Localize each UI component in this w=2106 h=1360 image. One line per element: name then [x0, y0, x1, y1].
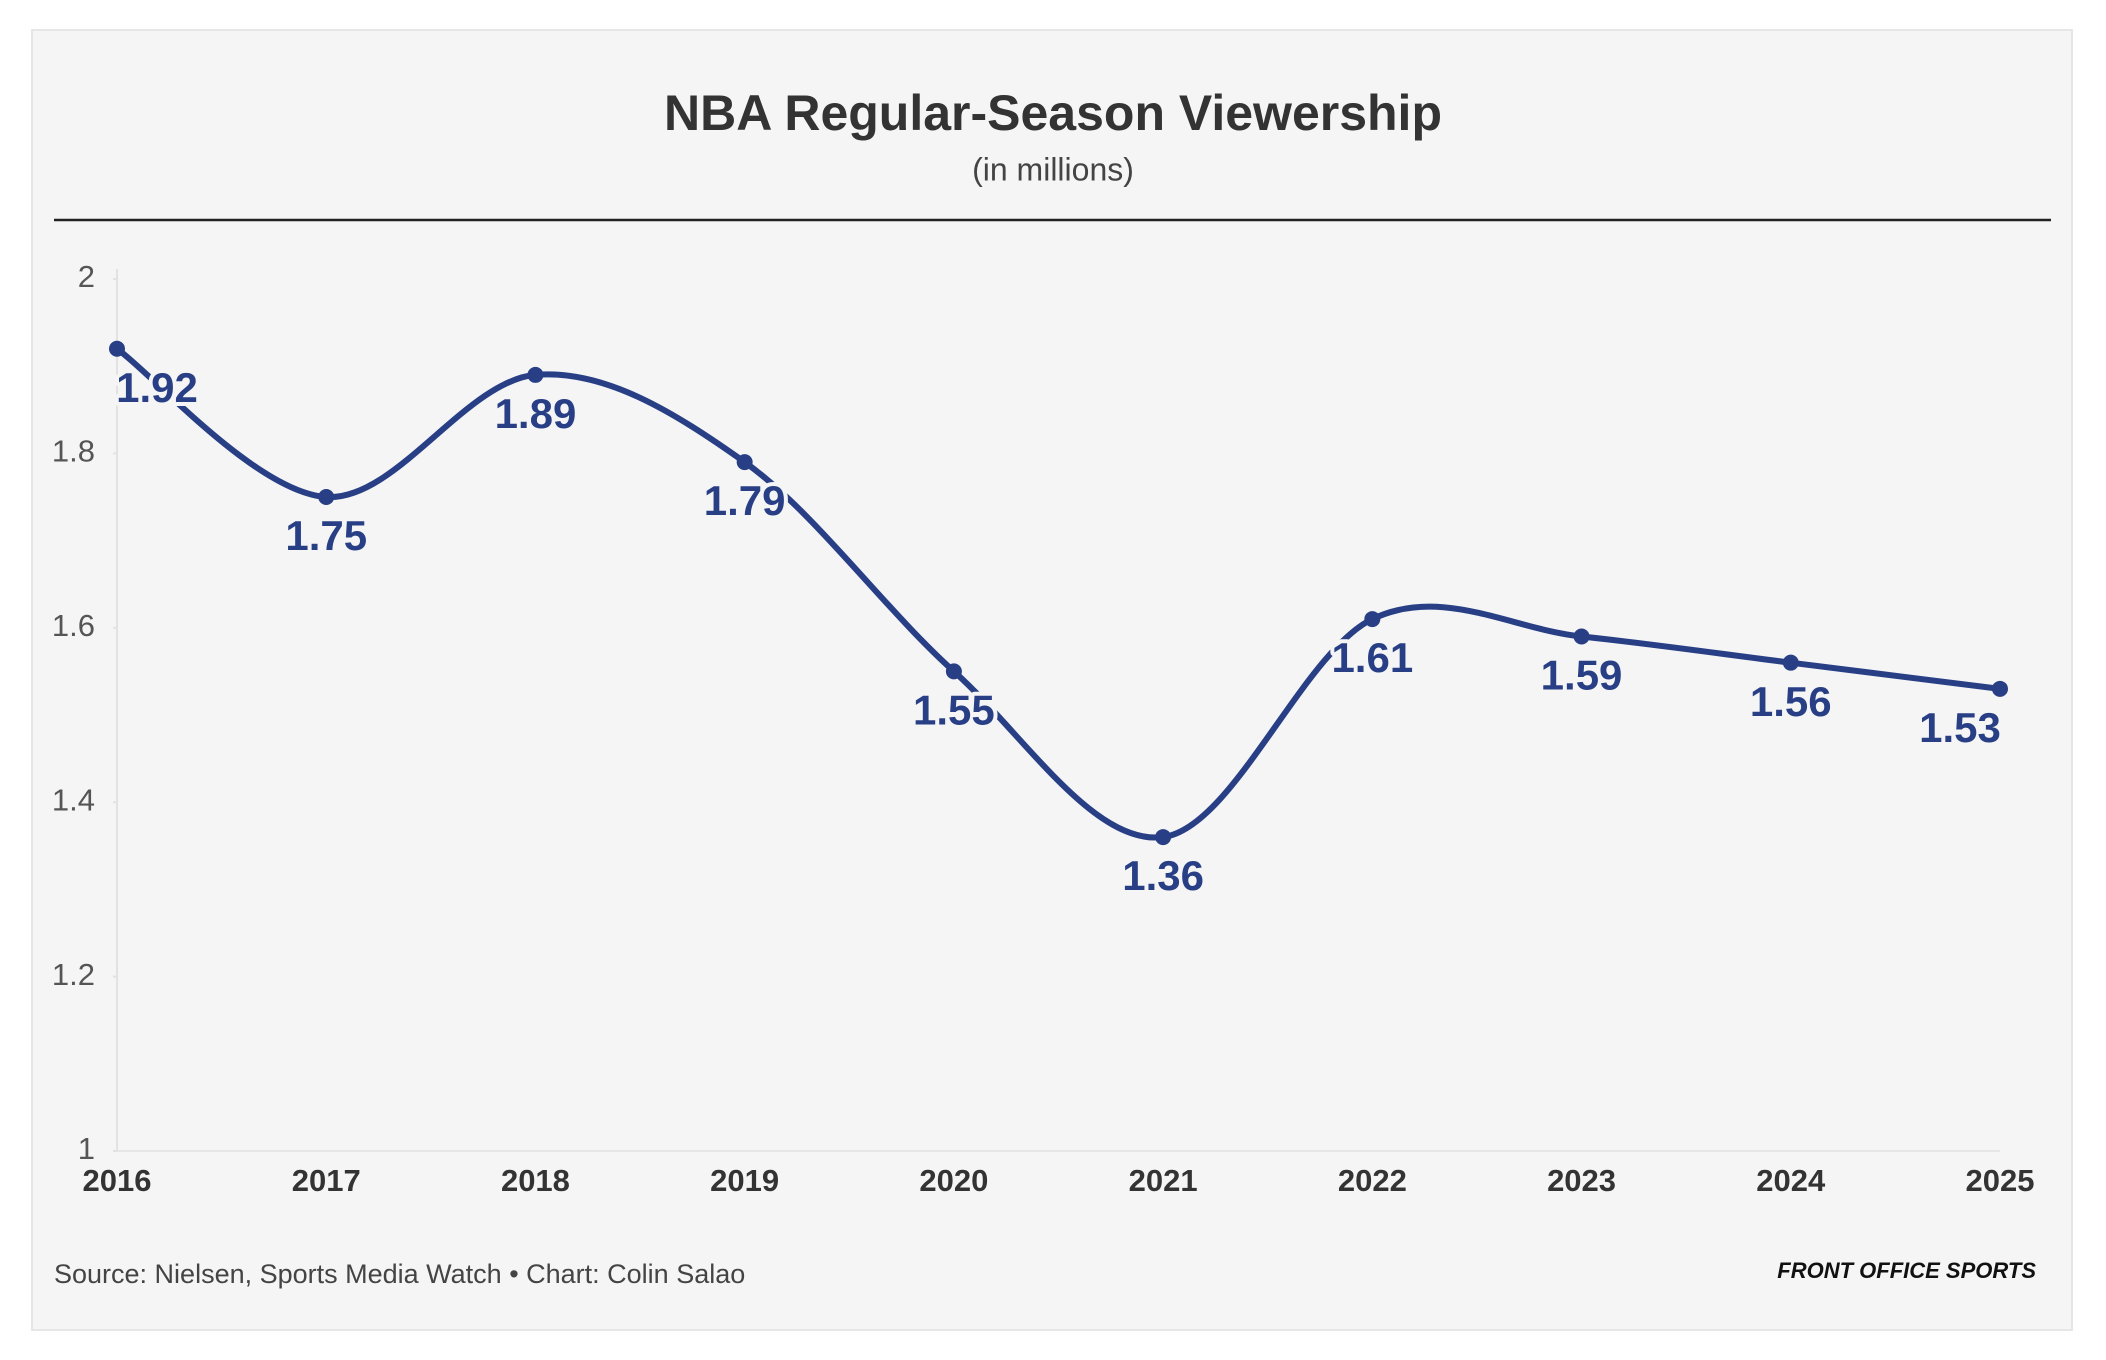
line [114, 345, 2003, 841]
point [527, 366, 544, 383]
y-tick-label: 1.2 [52, 957, 95, 992]
x-tick-label: 2024 [1756, 1163, 1826, 1198]
x-tick-label: 2025 [1966, 1163, 2035, 1198]
x-tick-label: 2023 [1547, 1163, 1616, 1198]
value-label: 1.36 [1122, 852, 1204, 899]
value-label: 1.79 [704, 477, 786, 524]
point [1155, 829, 1172, 846]
y-tick-label: 2 [78, 259, 95, 294]
x-tick-label: 2018 [501, 1163, 570, 1198]
point [1992, 680, 2008, 697]
brand-logo: FRONT OFFICE SPORTS [1777, 1258, 2036, 1283]
point [1364, 611, 1381, 628]
x-tick-label: 2016 [83, 1163, 152, 1198]
point [1573, 628, 1590, 645]
x-tick-label: 2022 [1338, 1163, 1407, 1198]
x-tick-label: 2021 [1129, 1163, 1198, 1198]
x-tick-label: 2020 [919, 1163, 988, 1198]
y-tick-label: 1.8 [52, 434, 95, 469]
value-label: 1.75 [285, 512, 367, 559]
point [318, 489, 335, 505]
value-label: 1.53 [1919, 704, 2001, 751]
value-label: 1.56 [1750, 678, 1832, 725]
y-tick-label: 1.6 [52, 608, 95, 643]
x-tick-label: 2019 [710, 1163, 779, 1198]
value-label: 1.55 [913, 686, 995, 733]
point [736, 454, 753, 471]
card [31, 29, 2073, 1331]
value-label: 1.92 [116, 364, 198, 411]
chart-title: NBA Regular-Season Viewership [664, 85, 1442, 141]
source-note: Source: Nielsen, Sports Media Watch • Ch… [54, 1259, 745, 1289]
point [109, 340, 125, 357]
point [945, 663, 962, 680]
y-tick-label: 1.4 [52, 782, 95, 817]
y-tick-label: 1 [78, 1131, 95, 1166]
x-tick-label: 2017 [292, 1163, 361, 1198]
chart-subtitle: (in millions) [972, 151, 1134, 187]
point [1782, 654, 1799, 671]
value-label: 1.59 [1541, 652, 1623, 699]
value-label: 1.89 [495, 390, 577, 437]
value-label: 1.61 [1331, 634, 1413, 681]
